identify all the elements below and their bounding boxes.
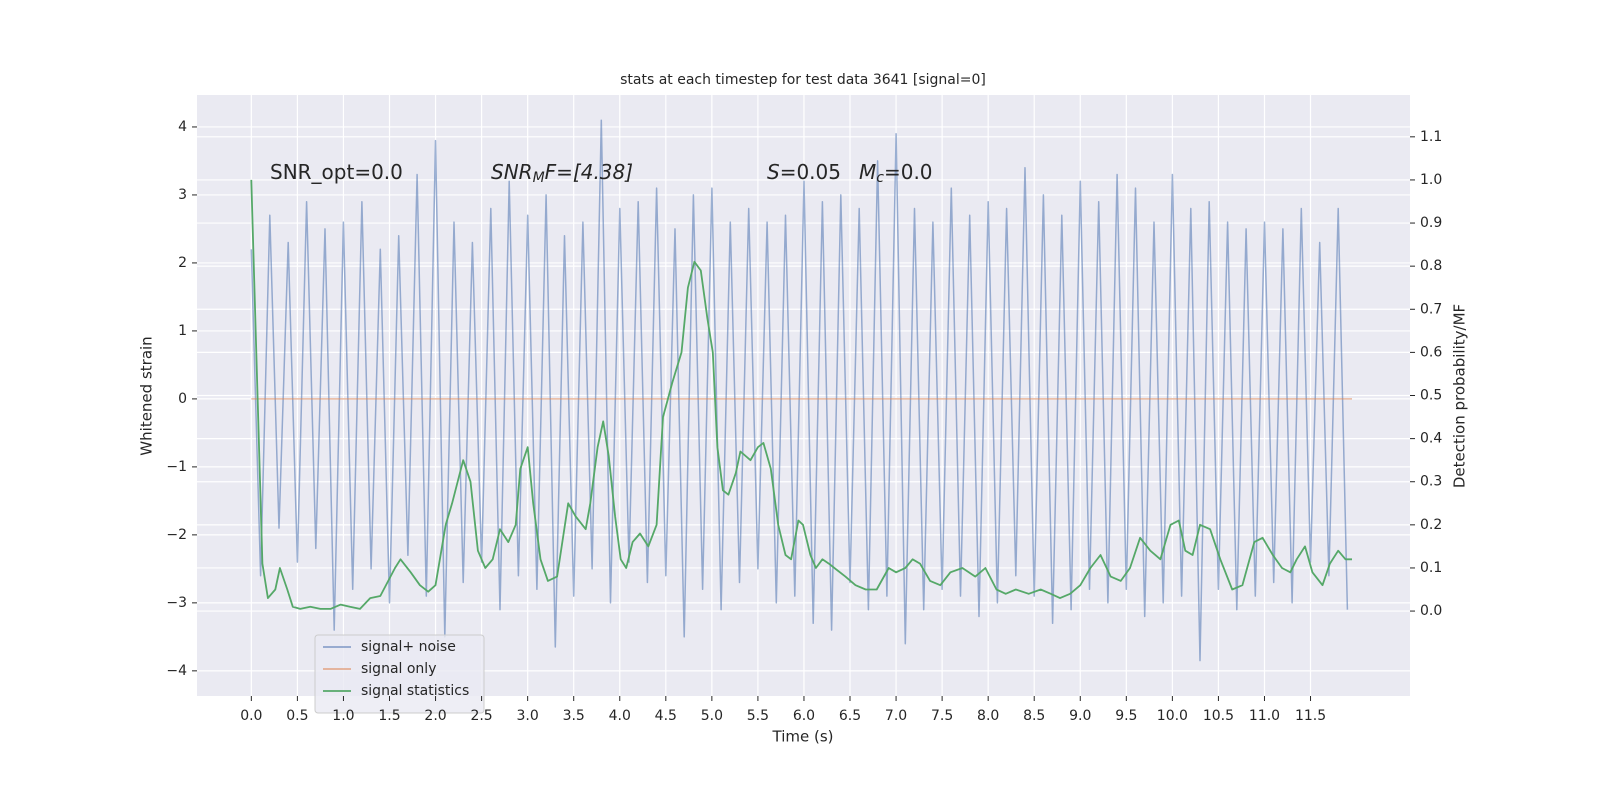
y-tick-label: −3 — [166, 595, 187, 611]
x-tick-label: 8.5 — [1023, 708, 1045, 724]
x-tick-label: 2.0 — [424, 708, 446, 724]
annotation-text: SNR — [491, 160, 533, 184]
y2-tick-label: 0.9 — [1420, 215, 1442, 231]
y2-tick-label: 0.4 — [1420, 431, 1442, 447]
series-line — [250, 179, 1352, 610]
y2-tick-label: 0.8 — [1420, 258, 1442, 274]
x-tick-label: 5.0 — [701, 708, 723, 724]
x-tick-label: 8.0 — [977, 708, 999, 724]
x-tick-label: 10.0 — [1157, 708, 1188, 724]
y2-tick-label: 0.6 — [1420, 344, 1442, 360]
x-tick-label: 5.5 — [747, 708, 769, 724]
x-tick-label: 4.5 — [655, 708, 677, 724]
annotation-text: =0.05 — [780, 160, 841, 184]
y-tick-label: −2 — [166, 527, 187, 543]
series-line — [250, 119, 1349, 662]
y2-tick-label: 0.1 — [1420, 560, 1442, 576]
x-tick-label: 9.5 — [1115, 708, 1137, 724]
y2-tick-label: 1.1 — [1420, 129, 1442, 145]
x-tick-label: 1.0 — [332, 708, 354, 724]
annotation: S=0.05 — [767, 160, 841, 184]
y2-tick-label: 0.2 — [1420, 517, 1442, 533]
x-tick-label: 3.5 — [563, 708, 585, 724]
x-tick-label: 9.0 — [1069, 708, 1091, 724]
legend-label: signal only — [361, 661, 436, 677]
y-axis-label: Whitened strain — [138, 336, 156, 455]
y-tick-label: 4 — [178, 119, 187, 135]
annotation-text: =0.0 — [884, 160, 933, 184]
y-tick-label: 0 — [178, 391, 187, 407]
y2-axis-label: Detection probability/MF — [1451, 304, 1469, 488]
y-tick-label: −4 — [166, 663, 187, 679]
x-tick-label: 2.5 — [470, 708, 492, 724]
x-tick-label: 7.5 — [931, 708, 953, 724]
x-tick-label: 1.5 — [378, 708, 400, 724]
x-tick-label: 3.0 — [517, 708, 539, 724]
annotation: SNR_opt=0.0 — [270, 160, 403, 184]
x-tick-label: 0.0 — [240, 708, 262, 724]
annotation-subscript: c — [876, 170, 884, 186]
y-tick-label: 3 — [178, 187, 187, 203]
x-tick-label: 10.5 — [1203, 708, 1234, 724]
annotation-text: F=[4.38] — [545, 160, 633, 184]
annotation: SNRMF=[4.38] — [491, 160, 633, 187]
legend-label: signal statistics — [361, 683, 469, 699]
x-tick-label: 4.0 — [609, 708, 631, 724]
annotation-text: S — [767, 160, 780, 184]
legend-box — [314, 634, 485, 714]
x-axis-label: Time (s) — [772, 728, 834, 746]
annotation-text: M — [859, 160, 876, 184]
y2-tick-label: 0.3 — [1420, 474, 1442, 490]
x-tick-label: 0.5 — [286, 708, 308, 724]
y-tick-label: 2 — [178, 255, 187, 271]
legend-label: signal+ noise — [361, 639, 456, 655]
x-tick-label: 6.5 — [839, 708, 861, 724]
y2-tick-label: 0.5 — [1420, 388, 1442, 404]
y-tick-label: 1 — [178, 323, 187, 339]
x-tick-label: 11.0 — [1249, 708, 1280, 724]
x-tick-label: 6.0 — [793, 708, 815, 724]
chart-title: stats at each timestep for test data 364… — [620, 72, 986, 88]
y-tick-label: −1 — [166, 459, 187, 475]
y2-tick-label: 0.7 — [1420, 301, 1442, 317]
y2-tick-label: 1.0 — [1420, 172, 1442, 188]
annotation: Mc=0.0 — [859, 160, 933, 187]
annotation-text: SNR_opt=0.0 — [270, 160, 403, 184]
x-tick-label: 11.5 — [1295, 708, 1326, 724]
annotation-subscript: M — [533, 170, 545, 186]
x-tick-label: 7.0 — [885, 708, 907, 724]
y2-tick-label: 0.0 — [1420, 603, 1442, 619]
